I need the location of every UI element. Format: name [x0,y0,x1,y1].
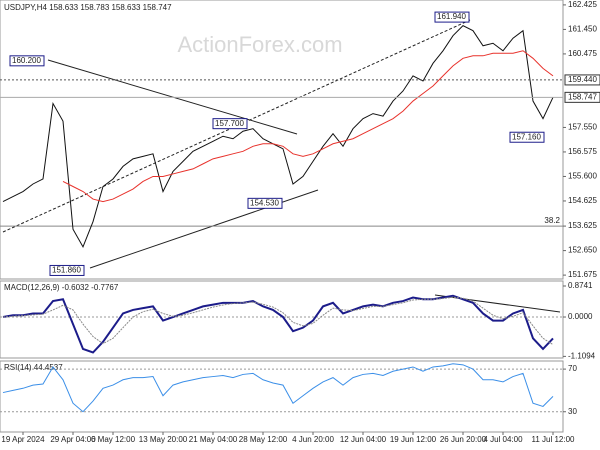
annotation-box [247,197,283,209]
annotation-label: 151.860 [52,266,81,275]
annotation-box [9,55,45,67]
series-line [2,294,554,354]
level-label: 159.440 [568,75,597,84]
annotation-label: 160.200 [12,56,41,65]
macd-title: MACD(12,26,9) -0.6032 -0.7767 [4,283,119,292]
annotation-box [434,11,470,23]
x-tick-label: 4 Jul 04:00 [483,435,523,444]
annotation-box [212,118,248,130]
annotation-box [49,264,85,276]
y-tick-label: 153.625 [568,221,597,230]
y-tick-label: 157.550 [568,123,597,132]
y-tick-label: 155.600 [568,172,597,181]
y-tick-label: 156.575 [568,147,597,156]
x-tick-label: 4 Jun 20:00 [292,435,334,444]
y-tick-label: 30 [568,407,577,416]
x-tick-label: 6 May 12:00 [91,435,136,444]
annotation-label: 157.700 [215,119,244,128]
x-tick-label: 26 Jun 20:00 [440,435,487,444]
level-box [564,74,600,86]
rsi-frame [0,360,564,433]
watermark: ActionForex.com [177,32,342,57]
trend-line [89,189,319,269]
level-box [564,91,600,103]
x-tick-label: 19 Apr 2024 [1,435,45,444]
fib-label: 38.2 [544,216,560,225]
price-title: USDJPY,H4 158.633 158.783 158.633 158.74… [4,3,172,12]
series-line [2,296,554,345]
series-line [62,50,554,203]
series-line [2,25,554,248]
y-tick-label: 70 [568,364,577,373]
macd-trend-line [434,294,561,313]
x-tick-label: 11 Jul 12:00 [532,435,576,444]
y-tick-label: 0.8741 [568,281,593,290]
rsi-title: RSI(14) 44.4537 [4,363,63,372]
level-label: 158.747 [568,92,597,101]
x-tick-label: 28 May 12:00 [239,435,288,444]
annotation-label: 154.530 [250,198,279,207]
x-tick-label: 29 Apr 04:00 [50,435,96,444]
series-line [2,363,554,413]
x-tick-label: 12 Jun 04:00 [340,435,387,444]
y-tick-label: 162.425 [568,0,597,9]
y-tick-label: -1.1094 [568,351,596,360]
annotation-box [509,131,545,143]
y-tick-label: 152.650 [568,246,597,255]
x-tick-label: 13 May 20:00 [139,435,188,444]
y-tick-label: 154.625 [568,196,597,205]
y-tick-label: 161.450 [568,25,597,34]
price-frame [0,0,564,280]
y-tick-label: 0.0000 [568,312,593,321]
macd-frame [0,280,564,359]
annotation-label: 161.940 [437,12,466,21]
y-tick-label: 160.475 [568,49,597,58]
x-tick-label: 19 Jun 12:00 [390,435,437,444]
x-tick-label: 21 May 04:00 [189,435,238,444]
annotation-label: 157.160 [512,132,541,141]
y-tick-label: 151.675 [568,270,597,279]
